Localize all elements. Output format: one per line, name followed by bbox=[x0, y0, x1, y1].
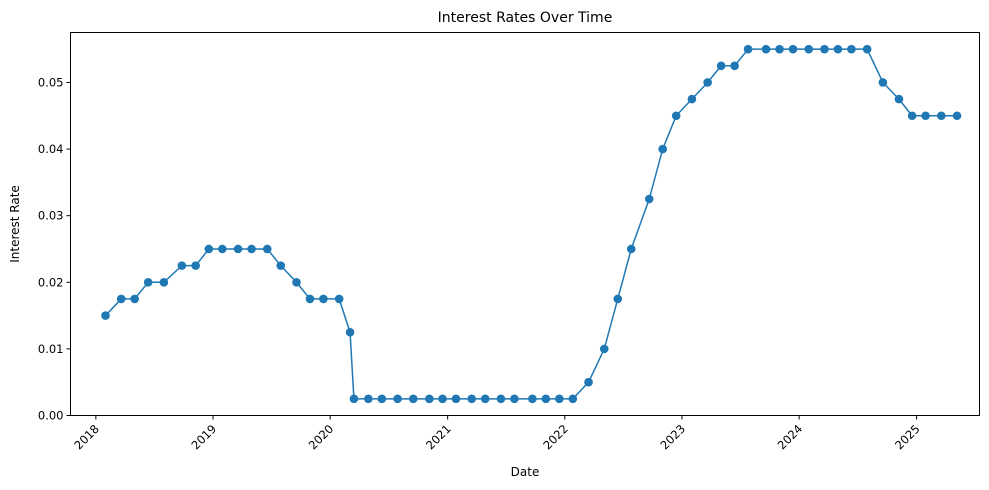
data-point bbox=[334, 294, 344, 304]
data-point bbox=[541, 394, 551, 404]
data-point bbox=[907, 111, 917, 121]
data-point bbox=[451, 394, 461, 404]
x-axis: 2018 2019 2020 2021 2022 2023 2024 2025 bbox=[71, 415, 923, 453]
series-layer bbox=[101, 44, 962, 404]
data-point bbox=[143, 277, 153, 287]
data-point bbox=[584, 377, 593, 387]
data-point bbox=[804, 44, 814, 54]
data-point bbox=[568, 394, 578, 404]
x-tick-label: 2020 bbox=[306, 422, 337, 453]
x-tick-label: 2023 bbox=[657, 422, 688, 453]
data-point bbox=[761, 44, 771, 54]
data-point bbox=[159, 277, 169, 287]
plot-frame bbox=[70, 32, 980, 416]
data-point bbox=[233, 244, 243, 254]
data-point bbox=[438, 394, 447, 404]
data-point bbox=[626, 244, 636, 254]
data-point bbox=[247, 244, 256, 254]
data-point bbox=[820, 44, 829, 54]
data-point bbox=[204, 244, 214, 254]
data-point bbox=[743, 44, 753, 54]
data-point bbox=[319, 294, 328, 304]
data-point bbox=[528, 394, 537, 404]
data-point bbox=[921, 111, 930, 121]
series-line bbox=[104, 48, 958, 400]
data-point bbox=[349, 394, 359, 404]
data-point bbox=[599, 344, 609, 354]
data-point bbox=[218, 244, 227, 254]
data-point bbox=[658, 144, 667, 154]
data-point bbox=[894, 94, 904, 104]
x-axis-label: Date bbox=[511, 465, 540, 479]
data-point bbox=[393, 394, 402, 404]
x-tick-label: 2018 bbox=[71, 422, 102, 453]
data-point bbox=[467, 394, 477, 404]
data-point bbox=[878, 78, 888, 87]
data-point bbox=[496, 394, 506, 404]
y-tick-label: 0.03 bbox=[38, 209, 64, 223]
data-point bbox=[613, 294, 623, 304]
data-point bbox=[716, 61, 726, 71]
data-point bbox=[510, 394, 519, 404]
data-point bbox=[409, 394, 418, 404]
plot-area bbox=[70, 32, 980, 416]
data-point bbox=[833, 44, 843, 54]
data-point bbox=[862, 44, 872, 54]
y-tick-label: 0.02 bbox=[38, 275, 64, 289]
y-tick-label: 0.05 bbox=[38, 75, 64, 89]
x-tick-label: 2019 bbox=[189, 422, 220, 453]
data-point bbox=[305, 294, 315, 304]
data-point bbox=[276, 261, 286, 270]
data-point bbox=[703, 78, 712, 87]
x-tick-label: 2022 bbox=[540, 422, 571, 453]
data-point bbox=[480, 394, 490, 404]
data-point bbox=[364, 394, 373, 404]
data-point bbox=[292, 277, 301, 287]
y-axis: 0.00 0.01 0.02 0.03 0.04 0.05 bbox=[38, 75, 71, 423]
data-point bbox=[101, 311, 110, 320]
y-tick-label: 0.00 bbox=[38, 409, 64, 423]
data-point bbox=[775, 44, 784, 54]
data-point bbox=[671, 111, 681, 121]
y-tick-label: 0.04 bbox=[38, 142, 64, 156]
data-point bbox=[952, 111, 962, 121]
y-tick-label: 0.01 bbox=[38, 342, 64, 356]
data-point bbox=[730, 61, 739, 71]
data-point bbox=[847, 44, 856, 54]
y-axis-label: Interest Rate bbox=[8, 185, 22, 263]
data-point bbox=[788, 44, 798, 54]
data-point bbox=[377, 394, 387, 404]
chart-title: Interest Rates Over Time bbox=[438, 10, 613, 26]
data-point bbox=[262, 244, 272, 254]
data-point bbox=[644, 194, 654, 204]
data-point bbox=[177, 261, 187, 270]
data-point bbox=[937, 111, 946, 121]
data-point bbox=[130, 294, 139, 304]
data-point bbox=[191, 261, 200, 270]
data-point bbox=[425, 394, 434, 404]
x-tick-label: 2021 bbox=[423, 422, 454, 453]
data-point bbox=[345, 327, 355, 337]
data-point bbox=[687, 94, 697, 104]
data-point bbox=[555, 394, 564, 404]
x-tick-label: 2024 bbox=[775, 422, 806, 453]
x-tick-label: 2025 bbox=[892, 422, 923, 453]
data-point bbox=[116, 294, 126, 304]
